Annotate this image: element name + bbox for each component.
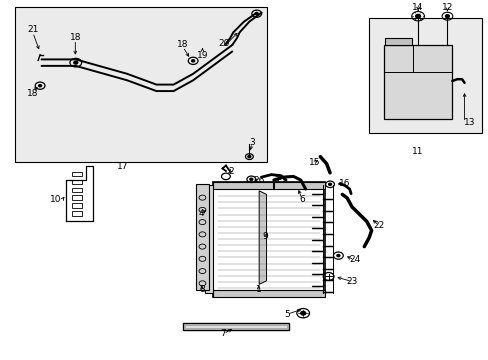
Text: 18: 18	[27, 89, 39, 98]
Text: 14: 14	[411, 4, 423, 13]
Bar	[15, 7, 266, 162]
Text: 18: 18	[177, 40, 188, 49]
Text: 2: 2	[227, 166, 233, 176]
Polygon shape	[259, 191, 266, 284]
Bar	[384, 38, 411, 45]
Text: 5: 5	[284, 310, 289, 319]
Text: 12: 12	[441, 4, 452, 13]
Text: 22: 22	[372, 221, 384, 230]
Text: 16: 16	[338, 179, 350, 188]
Text: 18: 18	[69, 33, 81, 42]
Bar	[72, 195, 82, 200]
Text: 25: 25	[273, 176, 285, 185]
Bar	[72, 188, 82, 192]
Circle shape	[39, 85, 41, 87]
Text: 4: 4	[198, 209, 204, 217]
Circle shape	[336, 255, 339, 257]
Circle shape	[415, 14, 420, 18]
Text: 17: 17	[116, 162, 128, 171]
Text: 23: 23	[346, 277, 357, 286]
Bar	[212, 290, 325, 297]
Text: 15: 15	[308, 158, 320, 167]
Bar	[195, 184, 209, 290]
Bar	[72, 172, 82, 176]
Bar	[212, 182, 325, 297]
Circle shape	[247, 156, 250, 158]
Bar	[383, 45, 451, 119]
Text: 8: 8	[199, 284, 204, 294]
Text: 1: 1	[255, 284, 261, 294]
Bar	[368, 18, 481, 133]
Text: 20: 20	[218, 40, 229, 49]
Text: 24: 24	[348, 256, 360, 264]
Circle shape	[328, 183, 331, 185]
Text: 3: 3	[248, 139, 254, 148]
Text: 19: 19	[196, 51, 208, 60]
Circle shape	[74, 61, 78, 64]
Text: 21: 21	[27, 26, 39, 35]
Circle shape	[445, 15, 448, 18]
Text: 7: 7	[220, 329, 226, 338]
Text: 13: 13	[463, 118, 474, 127]
Bar	[212, 182, 325, 189]
Text: 6: 6	[299, 194, 305, 204]
Bar	[72, 180, 82, 184]
Bar	[183, 323, 288, 330]
Text: 10: 10	[49, 195, 61, 204]
Bar	[205, 185, 212, 293]
Bar	[72, 203, 82, 208]
Bar	[72, 211, 82, 216]
Circle shape	[300, 311, 305, 315]
Text: 9: 9	[262, 233, 268, 242]
Circle shape	[249, 178, 252, 180]
Bar	[184, 325, 286, 328]
Text: 11: 11	[411, 148, 423, 157]
Circle shape	[255, 13, 258, 15]
Circle shape	[191, 60, 194, 62]
Text: 26: 26	[253, 176, 264, 185]
